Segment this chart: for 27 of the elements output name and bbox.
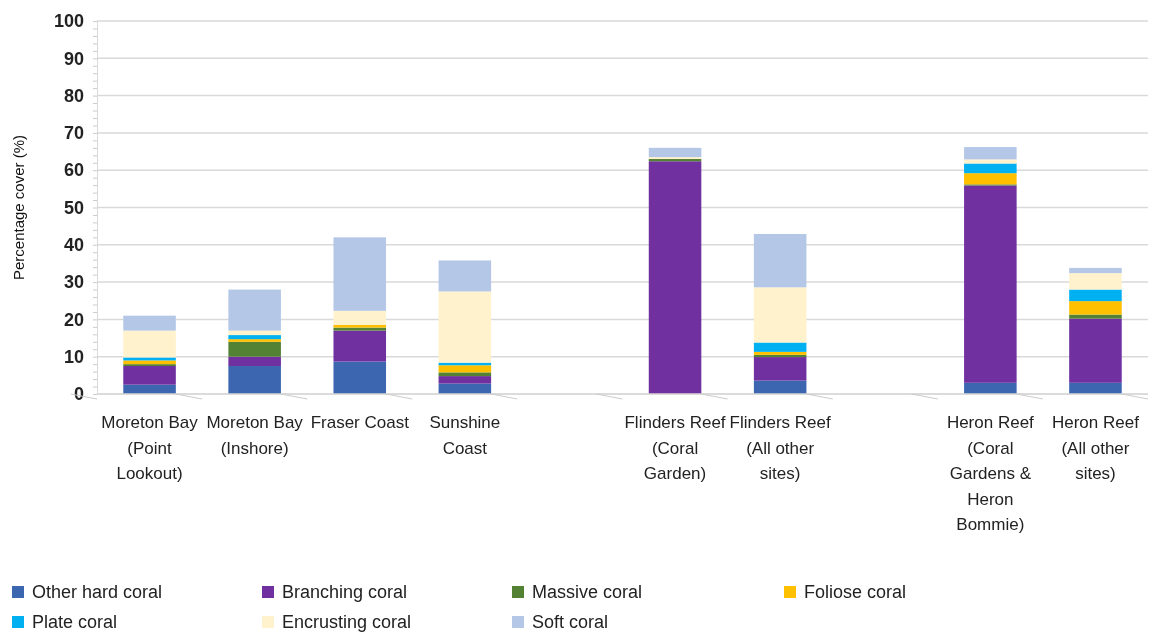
- y-tick-label: 20: [63, 309, 84, 330]
- x-tick-label: Flinders Reef (Coral Garden): [624, 413, 726, 483]
- y-tick-label: 100: [53, 11, 84, 32]
- legend-label: Massive coral: [532, 582, 643, 602]
- x-tick-label: Heron Reef (Coral Gardens & Heron Bommie): [946, 413, 1035, 534]
- y-tick-label: 10: [63, 346, 84, 367]
- legend-label: Other hard coral: [32, 582, 163, 602]
- x-tick-label: Moreton Bay (Point Lookout): [101, 413, 199, 483]
- x-tick-label: Fraser Coast: [310, 413, 410, 432]
- legend-label: Branching coral: [282, 582, 408, 602]
- y-tick-label: 60: [63, 160, 84, 181]
- x-tick-label: Moreton Bay (Inshore): [206, 413, 304, 458]
- legend-label: Plate coral: [32, 612, 118, 632]
- y-tick-label: 80: [63, 85, 84, 106]
- legend-label: Foliose coral: [804, 582, 907, 602]
- legend-label: Encrusting coral: [282, 612, 412, 632]
- y-tick-label: 50: [63, 197, 84, 218]
- legend-label: Soft coral: [532, 612, 609, 632]
- x-tick-label: Flinders Reef (All other sites): [729, 413, 831, 483]
- x-tick-label: Sunshine Coast: [429, 413, 501, 458]
- y-tick-label: 30: [63, 272, 84, 293]
- y-tick-label: 40: [63, 235, 84, 256]
- y-axis-title: Percentage cover (%): [10, 134, 27, 281]
- y-tick-label: 90: [63, 48, 84, 69]
- x-tick-label: Heron Reef (All other sites): [1051, 413, 1140, 483]
- y-tick-label: 0: [73, 384, 84, 405]
- y-tick-label: 70: [63, 123, 84, 144]
